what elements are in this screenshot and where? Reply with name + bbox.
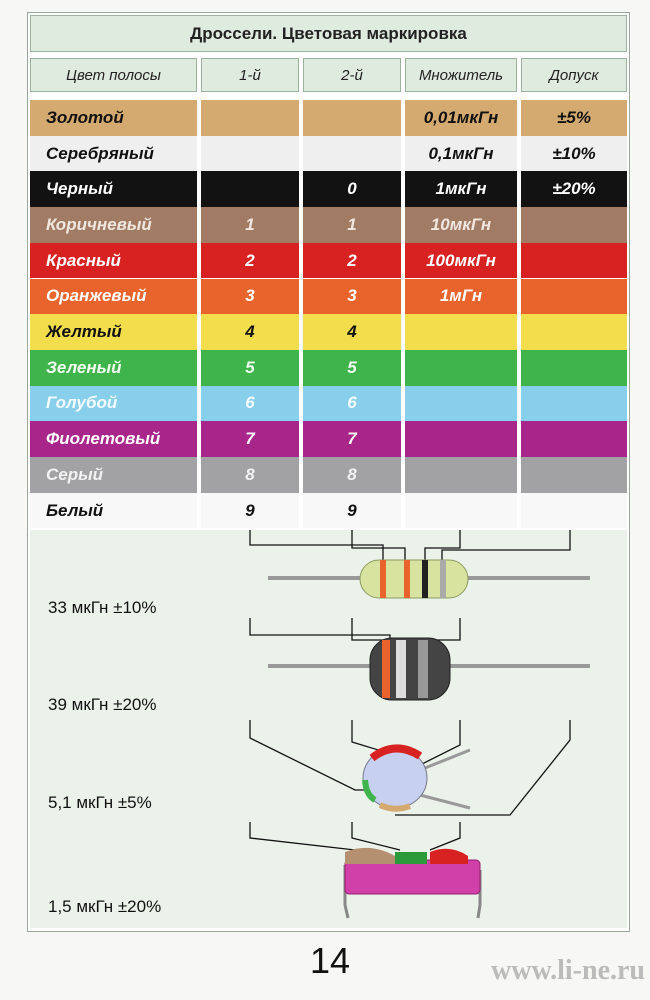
title: Дроссели. Цветовая маркировка bbox=[30, 15, 627, 52]
color-name: Желтый bbox=[30, 314, 197, 350]
example-label: 5,1 мкГн ±5% bbox=[48, 793, 152, 812]
column-header: Множитель bbox=[405, 58, 517, 92]
table-cell bbox=[521, 457, 627, 493]
color-name: Фиолетовый bbox=[30, 421, 197, 457]
table-cell: 0,1мкГн bbox=[405, 135, 517, 172]
table-cell bbox=[201, 135, 299, 172]
table-cell: 0 bbox=[303, 171, 401, 208]
table-cell bbox=[521, 492, 627, 529]
table-cell: ±20% bbox=[521, 171, 627, 208]
table-cell: 3 bbox=[303, 278, 401, 315]
color-name: Красный bbox=[30, 242, 197, 279]
table-cell: ±5% bbox=[521, 100, 627, 136]
color-name: Зеленый bbox=[30, 349, 197, 386]
table-cell bbox=[201, 100, 299, 136]
inductor-3 bbox=[362, 744, 471, 812]
table-cell: 6 bbox=[303, 385, 401, 422]
table-cell: ±10% bbox=[521, 135, 627, 172]
column-header: Допуск bbox=[521, 58, 627, 92]
table-cell bbox=[405, 492, 517, 529]
inductor-1 bbox=[268, 559, 590, 599]
table-cell bbox=[521, 207, 627, 243]
table-cell: 5 bbox=[201, 349, 299, 386]
example-label: 39 мкГн ±20% bbox=[48, 695, 157, 714]
table-cell: 1 bbox=[201, 207, 299, 243]
table-cell bbox=[521, 314, 627, 350]
color-name: Золотой bbox=[30, 100, 197, 136]
watermark: www.li-ne.ru bbox=[491, 955, 645, 986]
table-cell bbox=[405, 314, 517, 350]
color-name: Черный bbox=[30, 171, 197, 208]
table-cell bbox=[405, 385, 517, 422]
table-cell bbox=[521, 421, 627, 457]
table-cell bbox=[521, 385, 627, 422]
table-cell bbox=[405, 349, 517, 386]
table-cell: 9 bbox=[303, 492, 401, 529]
color-name: Серебряный bbox=[30, 135, 197, 172]
color-name: Коричневый bbox=[30, 207, 197, 243]
color-name: Оранжевый bbox=[30, 278, 197, 315]
table-cell: 100мкГн bbox=[405, 242, 517, 279]
column-header: Цвет полосы bbox=[30, 58, 197, 92]
table-cell bbox=[201, 171, 299, 208]
table-cell: 1 bbox=[303, 207, 401, 243]
table-cell: 1мГн bbox=[405, 278, 517, 315]
table-cell: 6 bbox=[201, 385, 299, 422]
color-name: Белый bbox=[30, 492, 197, 529]
table-cell: 1мкГн bbox=[405, 171, 517, 208]
table-cell: 0,01мкГн bbox=[405, 100, 517, 136]
table-cell bbox=[521, 349, 627, 386]
table-cell: 9 bbox=[201, 492, 299, 529]
table-cell bbox=[521, 242, 627, 279]
examples-background bbox=[30, 530, 627, 928]
table-cell: 4 bbox=[201, 314, 299, 350]
table-cell: 3 bbox=[201, 278, 299, 315]
table-cell bbox=[405, 457, 517, 493]
column-header: 2-й bbox=[303, 58, 401, 92]
table-cell: 2 bbox=[303, 242, 401, 279]
table-cell: 8 bbox=[303, 457, 401, 493]
table-cell bbox=[303, 100, 401, 136]
table-cell: 8 bbox=[201, 457, 299, 493]
table-cell bbox=[303, 135, 401, 172]
page-number: 14 bbox=[309, 940, 351, 981]
table-cell: 5 bbox=[303, 349, 401, 386]
table-cell: 4 bbox=[303, 314, 401, 350]
color-name: Серый bbox=[30, 457, 197, 493]
table-cell: 10мкГн bbox=[405, 207, 517, 243]
table-cell bbox=[405, 421, 517, 457]
example-label: 33 мкГн ±10% bbox=[48, 598, 157, 617]
example-label: 1,5 мкГн ±20% bbox=[48, 897, 162, 916]
table-cell: 7 bbox=[201, 421, 299, 457]
table-cell: 2 bbox=[201, 242, 299, 279]
inductor-4 bbox=[343, 847, 482, 919]
table-cell bbox=[521, 278, 627, 315]
color-name: Голубой bbox=[30, 385, 197, 422]
table-cell: 7 bbox=[303, 421, 401, 457]
column-header: 1-й bbox=[201, 58, 299, 92]
inductor-2 bbox=[268, 637, 590, 701]
